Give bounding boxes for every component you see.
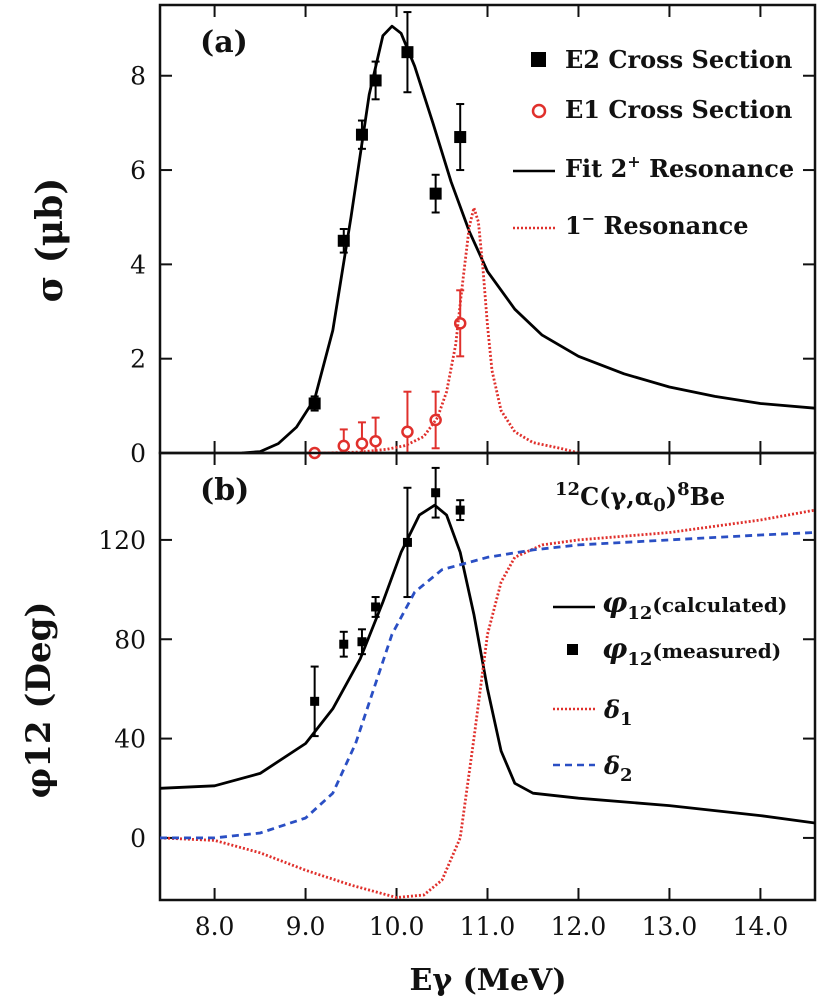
- data-point-a: [429, 413, 442, 427]
- data-point-b: [357, 637, 367, 647]
- data-point-a: [429, 187, 442, 200]
- y-tick-label-a: 8: [130, 62, 146, 91]
- x-tick-label: 11.0: [460, 912, 516, 941]
- panel-b-title: 12C(γ,α0)8Be: [555, 479, 725, 516]
- data-point-b: [431, 488, 441, 498]
- series-line-b: [160, 531, 815, 840]
- data-point-a: [401, 425, 414, 439]
- y-tick-label-a: 6: [130, 156, 146, 185]
- y-tick-label-b: 0: [130, 824, 146, 853]
- data-point-a: [355, 437, 369, 450]
- legend-a-e2-label: E2 Cross Section: [565, 45, 792, 74]
- legend-a-e2-marker: [531, 52, 546, 67]
- panel-a-ylabel: σ (μb): [29, 178, 71, 303]
- legend-a: E2 Cross Section E1 Cross Section Fit 2+…: [513, 45, 794, 240]
- panel-a: 0 2 4 6 8 (a) E2 Cross Section E1 Cross Sect…: [29, 3, 817, 468]
- x-tick-label: 8.0: [195, 912, 235, 941]
- y-tick-label-a: 0: [130, 439, 146, 468]
- y-tick-label-a: 4: [130, 250, 146, 279]
- legend-a-fit-label: Fit 2+ Resonance: [565, 152, 794, 183]
- legend-b-d1-label: δ1: [603, 695, 633, 730]
- data-point-a: [337, 439, 351, 453]
- series-line-b: [160, 508, 815, 899]
- data-point-b: [371, 602, 381, 612]
- panel-b-label: (b): [200, 473, 249, 508]
- x-tick-label: 14.0: [733, 912, 789, 941]
- x-tick-label: 10.0: [369, 912, 425, 941]
- series-line-a: [241, 24, 815, 453]
- data-point-a: [453, 317, 467, 330]
- y-tick-label-b: 40: [114, 725, 146, 754]
- data-point-b: [455, 505, 465, 515]
- legend-a-e1-marker: [531, 103, 547, 119]
- data-point-b: [310, 696, 320, 706]
- data-point-b: [339, 639, 349, 649]
- x-tick-label: 13.0: [642, 912, 698, 941]
- series-line-b: [160, 503, 815, 825]
- legend-b: φ12(calculated) φ12(measured) δ1 δ2: [553, 586, 787, 786]
- panel-b: 0 40 80 120 8.0 9.0 10.0 11.0 12.0 13.0 14.0 (b) 1…: [19, 451, 817, 998]
- legend-b-d2-label: δ2: [603, 751, 633, 786]
- panel-b-ylabel: φ12 (Deg): [19, 602, 59, 799]
- y-tick-label-b: 80: [114, 625, 146, 654]
- panel-b-xlabel: Eγ (MeV): [409, 963, 566, 998]
- legend-b-calc-label: φ12(calculated): [602, 586, 787, 624]
- legend-b-meas-label: φ12(measured): [602, 632, 781, 670]
- data-point-a: [369, 434, 382, 448]
- x-tick-label: 9.0: [286, 912, 326, 941]
- legend-a-e1-label: E1 Cross Section: [565, 95, 792, 124]
- legend-a-res1-label: 1− Resonance: [565, 209, 749, 240]
- series-line-a: [323, 206, 579, 453]
- x-tick-label: 12.0: [551, 912, 607, 941]
- panel-a-label: (a): [200, 25, 248, 60]
- y-tick-label-a: 2: [130, 345, 146, 374]
- y-tick-label-b: 120: [98, 526, 146, 555]
- legend-b-meas-marker: [567, 644, 578, 655]
- data-point-a: [308, 397, 321, 410]
- data-point-a: [454, 131, 467, 144]
